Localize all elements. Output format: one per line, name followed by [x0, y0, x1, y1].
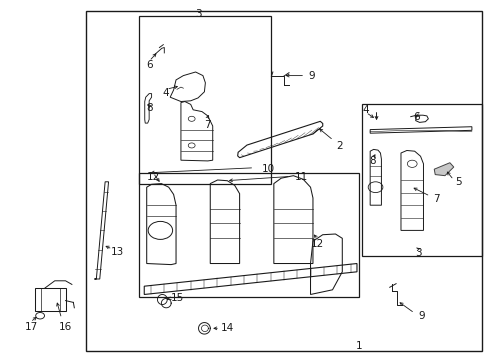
Text: 2: 2 — [336, 141, 343, 151]
Text: 13: 13 — [110, 247, 124, 257]
Text: 16: 16 — [58, 321, 72, 332]
Text: 6: 6 — [412, 112, 419, 122]
Text: 10: 10 — [262, 164, 274, 174]
Text: 7: 7 — [204, 120, 211, 130]
Text: 3: 3 — [414, 248, 421, 258]
Text: 17: 17 — [25, 321, 39, 332]
Text: 9: 9 — [417, 311, 424, 321]
Text: 8: 8 — [145, 103, 152, 113]
Text: 6: 6 — [146, 60, 153, 70]
Text: 7: 7 — [432, 194, 439, 204]
Polygon shape — [433, 163, 453, 176]
Text: 8: 8 — [368, 156, 375, 166]
Text: 9: 9 — [308, 71, 315, 81]
Text: 15: 15 — [170, 293, 183, 303]
Text: 11: 11 — [294, 172, 308, 183]
Text: 1: 1 — [355, 341, 362, 351]
Text: 5: 5 — [454, 177, 461, 187]
Text: 12: 12 — [146, 172, 160, 182]
Text: 4: 4 — [162, 88, 168, 98]
Text: 3: 3 — [194, 9, 201, 19]
Text: 14: 14 — [221, 323, 234, 333]
Text: 4: 4 — [362, 105, 368, 115]
Text: 12: 12 — [310, 239, 324, 249]
